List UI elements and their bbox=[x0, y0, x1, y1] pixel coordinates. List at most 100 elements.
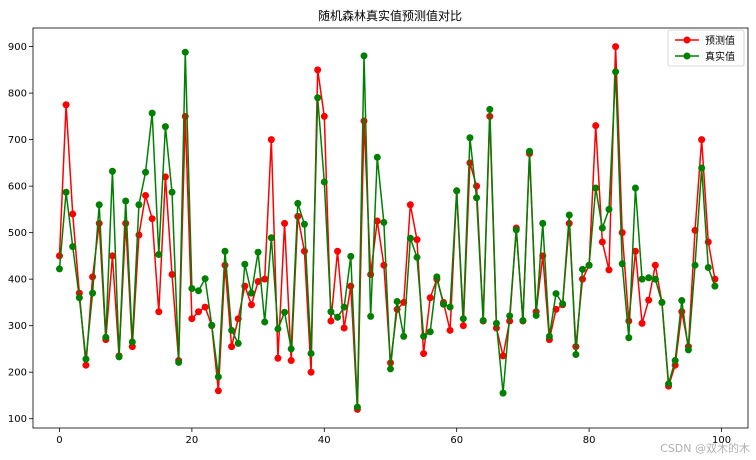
data-point bbox=[314, 66, 322, 74]
data-point bbox=[108, 252, 116, 260]
data-point bbox=[506, 312, 514, 320]
data-point bbox=[214, 373, 222, 381]
data-point bbox=[201, 303, 209, 311]
data-point bbox=[208, 321, 216, 329]
data-point bbox=[353, 403, 361, 411]
data-point bbox=[373, 217, 381, 225]
data-point bbox=[393, 297, 401, 305]
data-point bbox=[340, 303, 348, 311]
data-point bbox=[122, 197, 130, 205]
data-point bbox=[367, 312, 375, 320]
data-point bbox=[446, 326, 454, 334]
data-point bbox=[612, 43, 620, 51]
data-point bbox=[261, 318, 269, 326]
data-point bbox=[201, 275, 209, 283]
data-point bbox=[254, 277, 262, 285]
data-point bbox=[618, 229, 626, 237]
data-point bbox=[128, 338, 136, 346]
y-tick-label: 100 bbox=[8, 414, 27, 425]
data-point bbox=[267, 234, 275, 242]
data-point bbox=[314, 94, 322, 102]
y-tick-label: 800 bbox=[8, 89, 27, 100]
data-point bbox=[89, 289, 97, 297]
data-point bbox=[267, 136, 275, 144]
data-point bbox=[307, 350, 315, 358]
data-point bbox=[300, 247, 308, 255]
data-point bbox=[161, 123, 169, 131]
x-tick-label: 60 bbox=[450, 435, 463, 446]
data-point bbox=[665, 380, 673, 388]
data-point bbox=[426, 294, 434, 302]
data-point bbox=[645, 274, 653, 282]
data-point bbox=[247, 301, 255, 309]
data-point bbox=[585, 261, 593, 269]
data-point bbox=[400, 332, 408, 340]
data-point bbox=[221, 247, 229, 255]
data-point bbox=[168, 271, 176, 279]
data-point bbox=[499, 389, 507, 397]
data-point bbox=[108, 167, 116, 175]
data-point bbox=[69, 243, 77, 251]
data-point bbox=[82, 361, 90, 369]
data-point bbox=[188, 315, 196, 323]
data-point bbox=[334, 313, 342, 321]
data-point bbox=[578, 275, 586, 283]
data-point bbox=[631, 247, 639, 255]
y-tick-label: 300 bbox=[8, 321, 27, 332]
series-line-0 bbox=[58, 46, 716, 410]
data-point bbox=[281, 308, 289, 316]
data-point bbox=[82, 355, 90, 363]
data-point bbox=[592, 122, 600, 130]
data-point bbox=[433, 273, 441, 281]
data-point bbox=[658, 298, 666, 306]
data-point bbox=[135, 231, 143, 239]
data-point bbox=[228, 326, 236, 334]
data-point bbox=[228, 343, 236, 351]
data-point bbox=[459, 315, 467, 323]
data-point bbox=[473, 194, 481, 202]
data-point bbox=[340, 324, 348, 332]
x-tick-label: 80 bbox=[583, 435, 596, 446]
x-tick-label: 0 bbox=[56, 435, 62, 446]
data-point bbox=[439, 300, 447, 308]
data-point bbox=[347, 252, 355, 260]
data-point bbox=[274, 354, 282, 362]
data-point bbox=[168, 188, 176, 196]
y-tick-label: 400 bbox=[8, 275, 27, 286]
data-point bbox=[89, 273, 97, 281]
data-point bbox=[406, 201, 414, 209]
data-point bbox=[175, 358, 183, 366]
data-point bbox=[691, 261, 699, 269]
data-point bbox=[69, 210, 77, 218]
data-point bbox=[195, 287, 203, 295]
data-point bbox=[605, 266, 613, 274]
data-point bbox=[214, 387, 222, 395]
data-point bbox=[486, 105, 494, 113]
data-point bbox=[281, 219, 289, 227]
legend-marker-actual bbox=[683, 52, 691, 60]
series-markers-1 bbox=[55, 48, 719, 411]
data-point bbox=[426, 328, 434, 336]
data-point bbox=[519, 317, 527, 325]
data-point bbox=[142, 168, 150, 176]
data-point bbox=[320, 112, 328, 120]
data-point bbox=[300, 220, 308, 228]
data-point bbox=[605, 205, 613, 213]
data-point bbox=[492, 319, 500, 327]
data-point bbox=[420, 332, 428, 340]
data-point bbox=[499, 352, 507, 360]
data-point bbox=[578, 265, 586, 273]
data-point bbox=[347, 282, 355, 290]
data-point bbox=[684, 346, 692, 354]
data-point bbox=[512, 226, 520, 234]
data-point bbox=[526, 147, 534, 155]
data-point bbox=[671, 357, 679, 365]
data-point bbox=[678, 297, 686, 305]
data-point bbox=[638, 319, 646, 327]
y-tick-label: 600 bbox=[8, 182, 27, 193]
data-point bbox=[55, 252, 63, 260]
data-point bbox=[446, 303, 454, 311]
data-point bbox=[545, 332, 553, 340]
data-point bbox=[55, 265, 63, 273]
